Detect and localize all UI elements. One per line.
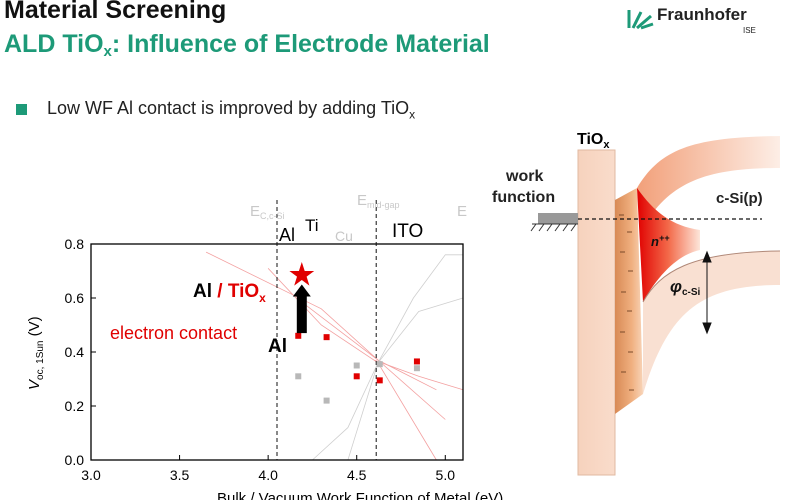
data-point [323, 397, 330, 404]
bullet-item: Low WF Al contact is improved by adding … [16, 98, 415, 122]
valence-band-edge [642, 250, 781, 303]
work-function-label-2: function [492, 189, 555, 206]
tiox-label: TiOx [577, 131, 610, 151]
ti-metal-label: Ti [305, 216, 319, 235]
data-point [353, 362, 360, 369]
bg-curve-red [303, 303, 446, 420]
y-tick-label: 0.4 [65, 344, 85, 360]
cu-metal-label: Cu [335, 228, 353, 244]
ground-hatch [530, 223, 578, 232]
csi-label: c-Si(p) [716, 190, 763, 207]
bg-curve-grey [347, 297, 464, 461]
data-point [376, 361, 383, 368]
valence-band-ribbon [643, 251, 780, 394]
al-tiox-label: Al / TiOx [193, 281, 266, 305]
data-point [376, 377, 383, 384]
bg-curve-red [205, 251, 437, 391]
x-tick-label: 3.5 [170, 467, 190, 483]
fraunhofer-logo-icon [627, 10, 654, 30]
x-tick-label: 4.5 [347, 467, 367, 483]
mid-gap-label: Emid-gap [357, 192, 400, 210]
star-icon [289, 262, 315, 286]
al-label: Al [268, 336, 287, 357]
ev-label: E [457, 203, 467, 220]
tiox-layer [577, 149, 616, 476]
ito-label: ITO [392, 221, 423, 242]
data-point [413, 365, 420, 372]
electron-contact-label: electron contact [110, 323, 237, 343]
x-tick-label: 5.0 [436, 467, 456, 483]
y-tick-label: 0.2 [65, 398, 85, 414]
bg-curve-grey [312, 254, 463, 461]
data-point [323, 334, 330, 341]
n-plus-label: n++ [651, 233, 670, 249]
ec-label: EC,c-Si [250, 203, 285, 221]
work-function-label-1: work [505, 168, 543, 185]
chart-background-curves [205, 251, 464, 461]
phi-label: φc-Si [670, 277, 701, 298]
logo-name: Fraunhofer [657, 5, 747, 24]
bg-curve-red [374, 359, 464, 391]
x-tick-label: 4.0 [258, 467, 278, 483]
improvement-arrow-shaft [296, 292, 307, 334]
y-tick-label: 0.8 [65, 236, 85, 252]
data-point [413, 358, 420, 365]
fraunhofer-logo: Fraunhofer ISE [627, 4, 787, 40]
interface-dots [619, 214, 634, 391]
logo-sub: ISE [743, 26, 756, 35]
data-point [353, 373, 360, 380]
metal-contact [538, 213, 578, 224]
interface-layer [615, 188, 643, 414]
conduction-band-ribbon [637, 136, 780, 228]
depletion-region [637, 188, 700, 302]
data-point [295, 373, 302, 380]
x-tick-label: 3.0 [81, 467, 101, 483]
bullet-square-icon [16, 104, 27, 116]
y-tick-label: 0.0 [65, 452, 85, 468]
y-axis-label: Voc, 1Sun (V) [26, 316, 46, 390]
bullet-text: Low WF Al contact is improved by adding … [47, 98, 416, 122]
page-title: Material Screening [4, 0, 227, 24]
x-axis-label: Bulk / Vacuum Work Function of Metal (eV… [217, 490, 503, 500]
page-subtitle: ALD TiOx: Influence of Electrode Materia… [4, 30, 490, 60]
bg-curve-red [267, 268, 437, 461]
improvement-arrow-icon [292, 284, 311, 297]
y-tick-label: 0.6 [65, 290, 85, 306]
phi-arrow [702, 250, 712, 335]
al-metal-label: Al [279, 225, 295, 245]
data-point [295, 332, 302, 339]
